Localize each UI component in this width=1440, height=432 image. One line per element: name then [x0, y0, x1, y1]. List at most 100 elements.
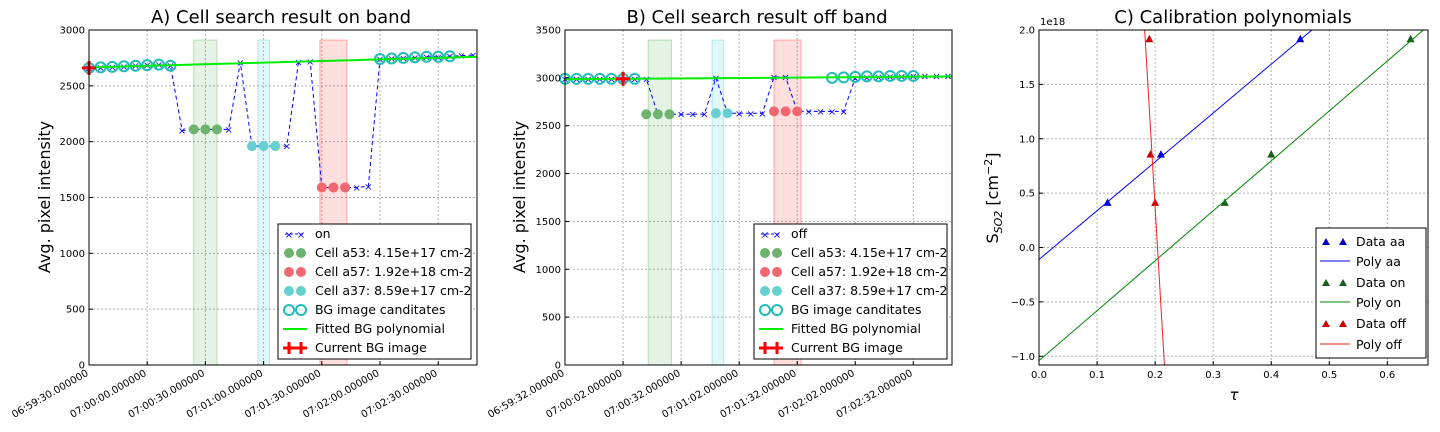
series-line-on	[88, 54, 474, 188]
data-point-cell-a53-4-15e-17-cm-2	[664, 109, 675, 120]
y-axis-label: Avg. pixel intensity	[35, 121, 54, 273]
x-tick-label: 0.6	[1379, 370, 1395, 381]
legend-entry-on: × × on	[285, 226, 331, 241]
legend-entry-poly-off: Poly off	[1320, 337, 1402, 352]
data-point-off: ×	[839, 107, 847, 118]
data-point-current-bg-image	[616, 71, 631, 86]
x-tick-label: 0.5	[1321, 370, 1337, 381]
data-point-cell-a37-8-59e-17-cm-2	[258, 141, 269, 152]
legend-entry-current-bg: Current BG image	[759, 340, 903, 355]
data-point-on: ×	[178, 126, 186, 137]
data-point-bg-image-canditates	[420, 50, 433, 63]
plot-frame	[564, 29, 953, 366]
x-tick-label: 0.4	[1263, 370, 1279, 381]
legend-box	[1315, 227, 1427, 359]
highlight-band	[711, 39, 725, 366]
data-point-on: ×	[353, 183, 361, 194]
legend-entry-cell-a37: Cell a37: 8.59e+17 cm-2	[760, 283, 947, 298]
chart-panel-b: B) Cell search result off band Avg. pixe…	[486, 7, 953, 421]
data-point-on: ×	[108, 62, 116, 73]
plot-frame	[88, 29, 478, 366]
legend-entry-poly-on: Poly on	[1320, 295, 1401, 310]
y-tick-label: 0	[79, 361, 85, 372]
data-point-on: ×	[364, 182, 372, 193]
x-tick-label: 0.0	[1031, 370, 1047, 381]
data-point-cell-a53-4-15e-17-cm-2	[188, 124, 199, 135]
chart-title: A) Cell search result on band	[151, 7, 411, 28]
legend-label: Poly off	[1356, 337, 1402, 352]
svg-text:×: ×	[773, 230, 781, 241]
legend-entry-fitted-polynomial: Fitted BG polynomial	[759, 321, 921, 336]
y-tick-label: −1.0	[1011, 352, 1035, 363]
data-point-off: ×	[700, 110, 708, 121]
legend-label: Poly on	[1356, 295, 1401, 310]
x-axis-label: τ	[1229, 386, 1239, 404]
y-tick-label: 1000	[60, 249, 85, 260]
data-point-cell-a37-8-59e-17-cm-2	[270, 141, 281, 152]
data-point-cell-a37-8-59e-17-cm-2	[246, 141, 257, 152]
highlight-band	[257, 39, 270, 366]
legend-label: Cell a53: 4.15e+17 cm-2	[315, 245, 471, 260]
data-point-data-off	[1146, 150, 1155, 158]
data-point-on: ×	[283, 142, 291, 153]
legend-entry-off: × × off	[761, 226, 808, 241]
legend-entry-data-off: Data off	[1322, 316, 1406, 331]
y-tick-label: 2500	[536, 121, 561, 132]
legend-label: on	[315, 226, 331, 241]
legend-label: Data off	[1356, 316, 1406, 331]
y-tick-label: 1000	[536, 265, 561, 276]
data-point-cell-a57-1-92e-18-cm-2	[316, 182, 327, 193]
data-point-off: ×	[851, 73, 859, 84]
data-point-data-on	[1220, 198, 1229, 206]
data-point-cell-a53-4-15e-17-cm-2	[200, 124, 211, 135]
legend-entry-data-on: Data on	[1322, 275, 1405, 290]
highlight-band	[193, 39, 218, 366]
y-tick-label: 0.5	[1019, 189, 1035, 200]
chart-panel-a: A) Cell search result on band Avg. pixel…	[10, 7, 478, 421]
svg-text:×: ×	[761, 230, 769, 241]
data-point-cell-a53-4-15e-17-cm-2	[212, 124, 223, 135]
legend-entry-fitted-polynomial: Fitted BG polynomial	[283, 321, 445, 336]
legend-label: Cell a57: 1.92e+18 cm-2	[315, 264, 471, 279]
y-tick-label: 1500	[536, 217, 561, 228]
y-tick-label: 2.0	[1019, 26, 1035, 37]
legend-label: Cell a53: 4.15e+17 cm-2	[791, 245, 947, 260]
legend: Data aa Poly aa Data on Poly on Data off…	[1315, 227, 1427, 359]
y-tick-label: 2000	[536, 169, 561, 180]
data-point-bg-image-canditates	[408, 51, 421, 64]
legend-entry-cell-a53: Cell a53: 4.15e+17 cm-2	[760, 245, 947, 260]
data-point-off: ×	[758, 109, 766, 120]
legend-label: Data on	[1356, 275, 1405, 290]
x-tick-label: 0.3	[1205, 370, 1221, 381]
y-tick-label: −0.5	[1011, 297, 1035, 308]
legend-label: Cell a37: 8.59e+17 cm-2	[791, 283, 947, 298]
series-line-fitted-bg-polynomial	[88, 55, 478, 69]
chart-title: C) Calibration polynomials	[1114, 7, 1351, 28]
data-point-off: ×	[863, 73, 871, 84]
legend-entry-cell-a53: Cell a53: 4.15e+17 cm-2	[284, 245, 471, 260]
data-point-on: ×	[96, 63, 104, 74]
data-point-on: ×	[224, 125, 232, 136]
data-point-data-off	[1145, 34, 1154, 43]
data-point-data-on	[1267, 150, 1276, 158]
legend-entry-bg-candidates: BG image canditates	[283, 302, 445, 317]
data-point-off: ×	[689, 110, 697, 121]
data-point-off: ×	[630, 74, 638, 85]
y-tick-label: 3500	[536, 26, 561, 37]
data-point-cell-a57-1-92e-18-cm-2	[328, 182, 339, 193]
y-tick-label: 500	[66, 305, 85, 316]
svg-text:×: ×	[285, 230, 293, 241]
legend-label: Poly aa	[1356, 254, 1401, 269]
y-tick-label: 2000	[60, 137, 85, 148]
data-point-cell-a53-4-15e-17-cm-2	[652, 109, 663, 120]
y-axis-label: Avg. pixel intensity	[510, 121, 529, 273]
legend-label: Fitted BG polynomial	[791, 321, 921, 336]
data-point-data-aa	[1296, 34, 1305, 43]
y-tick-label: 3000	[536, 73, 561, 84]
y-tick-label: 1.5	[1019, 80, 1035, 91]
series-line-poly-off	[1144, 30, 1165, 365]
legend-entry-poly-aa: Poly aa	[1320, 254, 1401, 269]
y-tick-label: 1500	[60, 193, 85, 204]
data-point-off: ×	[642, 74, 650, 85]
